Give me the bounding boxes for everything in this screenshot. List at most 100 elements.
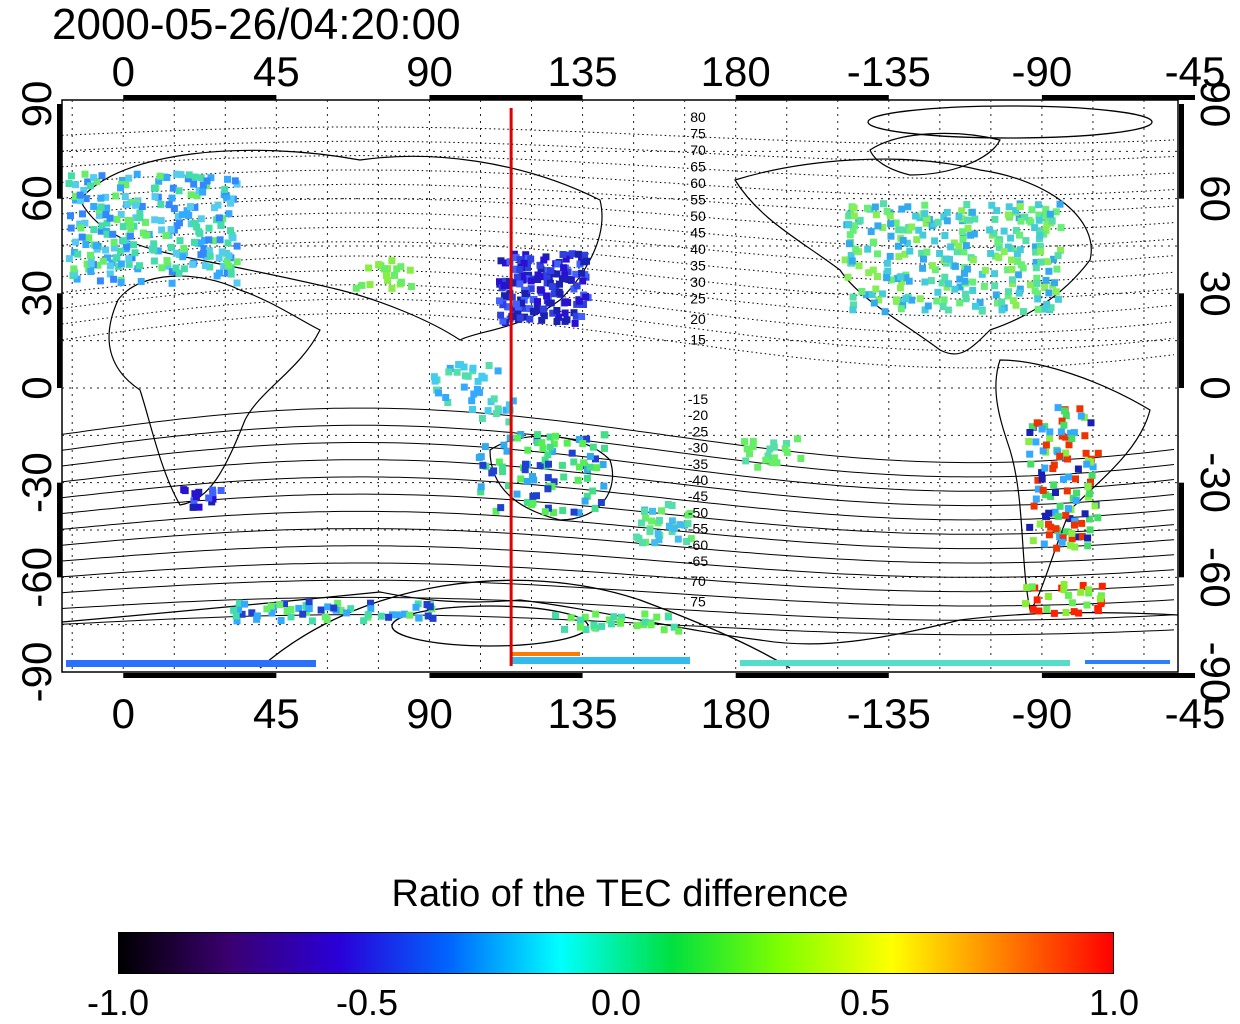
tec-cell: [972, 303, 979, 310]
tec-cell: [462, 372, 469, 379]
tec-cell: [1008, 257, 1015, 264]
tec-cell: [1009, 266, 1016, 273]
tec-cell: [224, 176, 231, 183]
tec-cell: [1063, 609, 1070, 616]
tec-cell: [517, 475, 524, 482]
tec-cell: [642, 619, 649, 626]
tec-cell: [921, 210, 928, 217]
tec-cell: [552, 612, 559, 619]
tec-cell: [873, 211, 880, 218]
tec-cell: [999, 306, 1006, 313]
tec-cell: [97, 277, 104, 284]
tec-cell: [219, 248, 226, 255]
tec-cell: [181, 265, 188, 272]
contour-label: 30: [690, 274, 706, 290]
tec-cell: [1016, 232, 1023, 239]
tec-cell: [845, 221, 852, 228]
tec-cell: [569, 450, 576, 457]
tec-cell: [1043, 301, 1050, 308]
tec-cell: [554, 318, 561, 325]
tec-cell: [987, 250, 994, 257]
tec-cell: [921, 202, 928, 209]
tec-cell: [469, 406, 476, 413]
tec-cell: [125, 175, 132, 182]
tec-cell: [177, 237, 184, 244]
tec-cell: [884, 260, 891, 267]
tec-cell: [634, 622, 641, 629]
tec-cell: [217, 236, 224, 243]
tec-cell: [517, 314, 524, 321]
colorbar-tick-label: -0.5: [336, 982, 398, 1024]
tec-cell: [196, 230, 203, 237]
tec-cell: [883, 274, 890, 281]
tec-cell: [1066, 441, 1073, 448]
tec-cell: [176, 187, 183, 194]
border-bar: [123, 95, 276, 100]
tec-cell: [641, 508, 648, 515]
colorbar-tick-label: 1.0: [1089, 982, 1139, 1024]
tec-cell: [553, 271, 560, 278]
tec-cell: [979, 308, 986, 315]
tec-cell: [579, 440, 586, 447]
tec-cell: [750, 438, 757, 445]
tec-cell: [919, 232, 926, 239]
tec-cell: [1032, 438, 1039, 445]
tec-cell: [1059, 539, 1066, 546]
lat-tick-right: 30: [1192, 270, 1239, 317]
tec-cell: [152, 193, 159, 200]
tec-cell: [986, 227, 993, 234]
tec-cell: [1067, 542, 1074, 549]
tec-cell: [1005, 288, 1012, 295]
tec-cell: [969, 209, 976, 216]
tec-cell: [117, 248, 124, 255]
tec-cell: [1017, 203, 1024, 210]
tec-cell: [1084, 602, 1091, 609]
tec-cell: [1077, 589, 1084, 596]
tec-cell: [225, 210, 232, 217]
tec-cell: [571, 509, 578, 516]
border-bar: [1042, 673, 1195, 678]
tec-cell: [132, 202, 139, 209]
tec-cell: [969, 279, 976, 286]
tec-cell: [82, 241, 89, 248]
tec-cell: [516, 266, 523, 273]
tec-cell: [324, 603, 331, 610]
tec-cell: [171, 205, 178, 212]
tec-band: [510, 657, 690, 664]
tec-cell: [1039, 426, 1046, 433]
tec-cell: [549, 283, 556, 290]
tec-cell: [138, 278, 145, 285]
tec-cell: [633, 534, 640, 541]
tec-cell: [1058, 224, 1065, 231]
tec-cell: [205, 236, 212, 243]
tec-cell: [491, 395, 498, 402]
tec-cell: [917, 295, 924, 302]
tec-cell: [500, 442, 507, 449]
tec-cell: [1057, 201, 1064, 208]
contour-label: 50: [690, 208, 706, 224]
tec-cell: [960, 236, 967, 243]
tec-cell: [874, 273, 881, 280]
tec-cell: [1069, 599, 1076, 606]
tec-cell: [593, 464, 600, 471]
tec-cell: [1084, 542, 1091, 549]
tec-cell: [431, 373, 438, 380]
tec-cell: [944, 217, 951, 224]
tec-cell: [653, 614, 660, 621]
tec-cell: [478, 453, 485, 460]
tec-cell: [330, 605, 337, 612]
tec-cell: [1035, 201, 1042, 208]
tec-cell: [874, 250, 881, 257]
tec-cell: [85, 234, 92, 241]
contour-label: -45: [688, 488, 708, 504]
tec-cell: [198, 215, 205, 222]
tec-cell: [1030, 537, 1037, 544]
tec-cell: [125, 255, 132, 262]
tec-cell: [572, 320, 579, 327]
tec-cell: [1073, 490, 1080, 497]
tec-cell: [99, 172, 106, 179]
tec-cell: [925, 303, 932, 310]
tec-cell: [576, 464, 583, 471]
tec-cell: [1033, 496, 1040, 503]
tec-cell: [575, 251, 582, 258]
